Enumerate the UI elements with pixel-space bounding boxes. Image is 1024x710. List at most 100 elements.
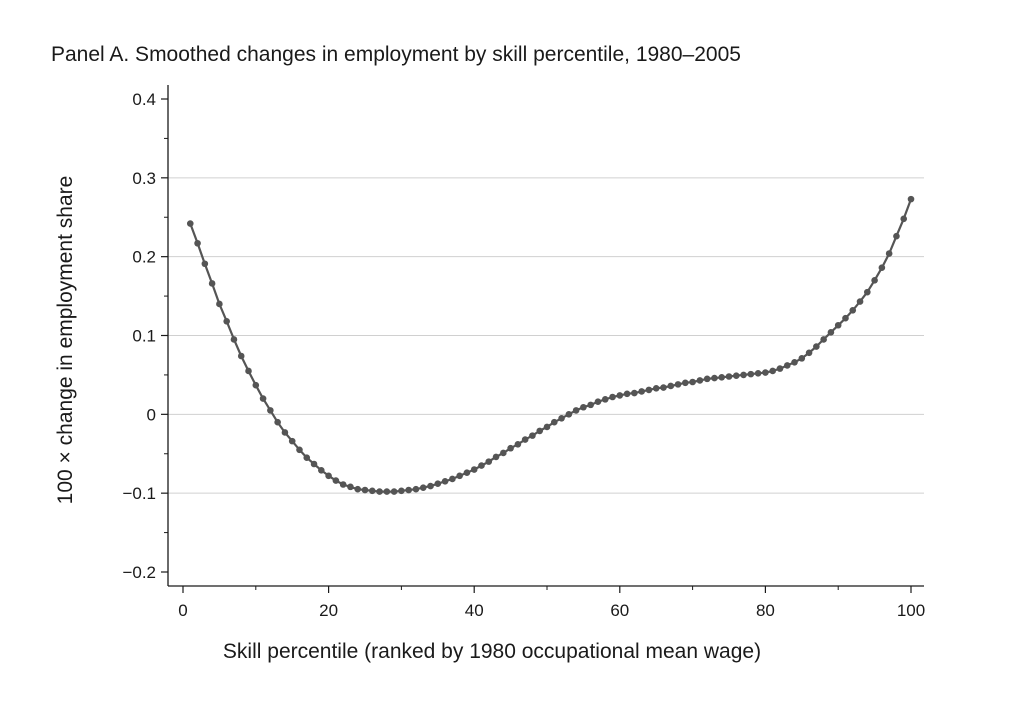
chart-title: Panel A. Smoothed changes in employment … [51, 43, 741, 66]
data-point [754, 370, 762, 377]
data-point [558, 414, 565, 422]
data-point [201, 260, 209, 268]
data-point [281, 429, 289, 436]
x-tick-label: 80 [756, 601, 775, 620]
data-point [383, 488, 391, 495]
y-axis-label: 100 × change in employment share [54, 176, 77, 505]
x-tick-label: 60 [610, 601, 629, 620]
data-point [274, 418, 281, 426]
data-point [776, 365, 784, 372]
data-point [725, 373, 733, 380]
y-tick-label: 0.3 [132, 169, 156, 188]
data-point [783, 362, 791, 369]
data-point [398, 487, 405, 495]
data-point [303, 454, 311, 461]
series-group [186, 195, 915, 495]
data-point [572, 407, 580, 414]
data-point [594, 398, 602, 406]
data-point [514, 440, 522, 448]
data-point [485, 458, 493, 465]
data-point [703, 375, 711, 383]
data-point [252, 381, 260, 389]
data-point [419, 484, 427, 491]
data-point [842, 314, 849, 322]
data-point [638, 388, 645, 395]
data-point [230, 336, 238, 343]
data-point [441, 478, 449, 485]
data-point [310, 460, 318, 468]
data-point [769, 367, 776, 375]
data-point [864, 288, 871, 296]
data-point [296, 446, 303, 454]
data-point [194, 239, 201, 247]
y-tick-label: −0.2 [122, 563, 156, 582]
data-point [616, 392, 624, 399]
x-tick-label: 100 [897, 601, 925, 620]
data-point [609, 393, 616, 401]
data-point [732, 372, 740, 380]
data-point [449, 475, 456, 483]
data-point [601, 396, 609, 403]
data-point [740, 371, 747, 379]
data-point [456, 472, 463, 480]
data-point [631, 389, 638, 397]
data-point [339, 481, 347, 488]
data-point [259, 395, 267, 402]
data-point [689, 378, 696, 386]
data-point [470, 466, 478, 473]
data-point [536, 427, 544, 435]
y-axis-ticks: −0.2 −0.1 0 0.1 0.2 0.3 0.4 [122, 90, 168, 582]
data-point [667, 382, 675, 390]
data-point [893, 232, 900, 240]
data-point [798, 355, 806, 362]
data-point [237, 352, 245, 360]
data-point [718, 373, 726, 381]
y-tick-label: −0.1 [122, 484, 156, 503]
data-point [507, 444, 514, 452]
data-point [492, 453, 500, 461]
data-point [405, 486, 412, 494]
y-tick-label: 0.2 [132, 248, 156, 267]
data-point [521, 436, 529, 443]
data-point [434, 480, 442, 488]
data-point [478, 462, 485, 469]
data-point [500, 449, 507, 457]
data-point [813, 343, 820, 350]
data-point [223, 318, 230, 325]
data-point [580, 403, 587, 411]
data-point [856, 298, 864, 305]
data-point [747, 370, 755, 378]
data-point [390, 488, 398, 495]
data-point [587, 401, 594, 409]
y-tick-label: 0 [147, 405, 156, 424]
data-point [332, 477, 340, 484]
data-point [805, 349, 813, 357]
data-point [543, 423, 551, 431]
data-point [871, 277, 878, 284]
data-point [347, 483, 354, 491]
data-point [849, 306, 857, 314]
data-point [354, 485, 362, 493]
x-tick-label: 40 [465, 601, 484, 620]
x-axis-label: Skill percentile (ranked by 1980 occupat… [223, 640, 761, 663]
data-point [907, 195, 915, 203]
data-point [674, 381, 682, 388]
data-point [288, 437, 296, 445]
data-point [463, 469, 471, 476]
y-tick-label: 0.4 [132, 90, 156, 109]
data-point [696, 377, 704, 384]
data-point [652, 385, 660, 392]
data-point [325, 472, 332, 480]
data-point [682, 379, 689, 387]
data-point [216, 300, 223, 308]
x-tick-label: 20 [319, 601, 338, 620]
gridlines [168, 177, 924, 494]
data-point [318, 467, 325, 474]
data-point [878, 264, 886, 272]
data-point [900, 215, 908, 223]
data-point [827, 329, 835, 336]
data-point [186, 220, 194, 227]
x-axis-ticks: 0 20 40 60 80 100 [178, 586, 925, 620]
x-tick-label: 0 [178, 601, 187, 620]
